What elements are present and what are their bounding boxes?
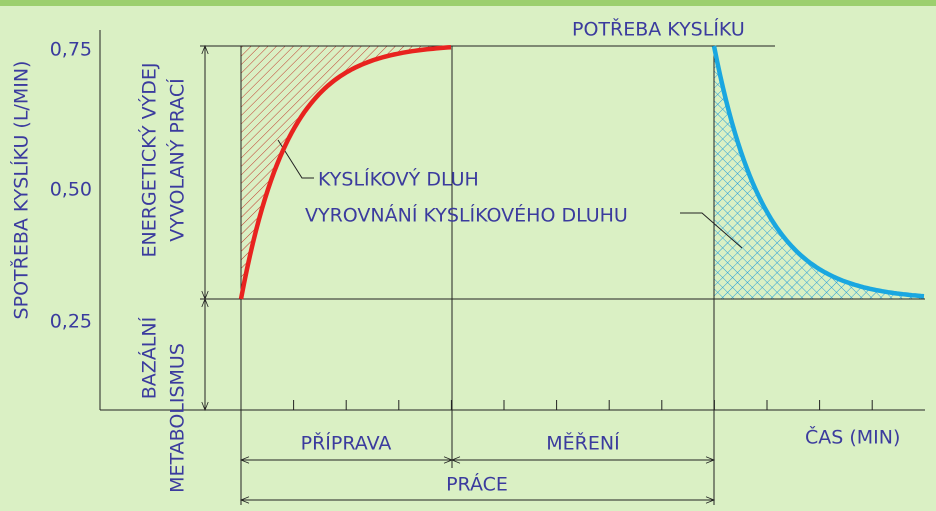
- x-ticks: [240, 400, 873, 410]
- label: POTŘEBA KYSLÍKU: [572, 18, 745, 41]
- leader: [277, 139, 314, 179]
- repayment-area: [714, 46, 925, 299]
- debt-area: [241, 46, 452, 299]
- side-label: METABOLISMUS: [167, 343, 189, 493]
- repayment-curve: [711, 45, 925, 299]
- side-label: ENERGETICKÝ VÝDEJ: [138, 63, 161, 258]
- top-band: [0, 0, 936, 6]
- side-label: VYVOLANÝ PRACÍ: [166, 78, 189, 242]
- dim-label: PŘÍPRAVA: [301, 432, 392, 455]
- dim-label: MĚŘENÍ: [546, 432, 620, 455]
- label: KYSLÍKOVÝ DLUH: [318, 168, 479, 191]
- y-label: SPOTŘEBA KYSLÍKU (L/MIN): [10, 61, 33, 320]
- leader: [680, 212, 743, 249]
- debt-curve: [238, 44, 452, 300]
- x-label: ČAS (MIN): [805, 425, 900, 449]
- drawing: [99, 30, 925, 505]
- tick-label: 0,25: [50, 311, 92, 333]
- tick-label: 0,50: [50, 179, 92, 201]
- tick-label: 0,75: [50, 39, 92, 61]
- side-label: BAZÁLNÍ: [138, 316, 161, 399]
- dim-label: PRÁCE: [446, 473, 508, 496]
- label: VYROVNÁNÍ KYSLÍKOVÉHO DLUHU: [305, 204, 628, 227]
